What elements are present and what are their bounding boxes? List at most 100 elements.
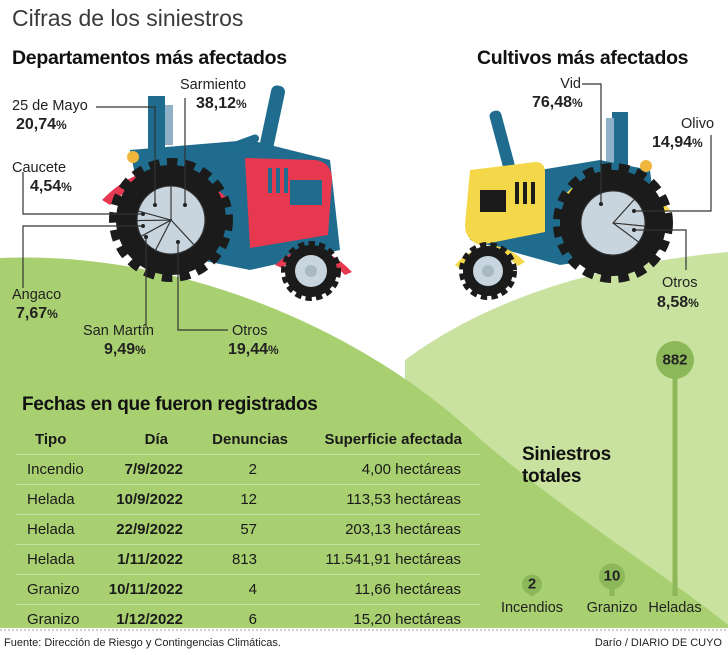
cell-tipo: Helada	[27, 491, 75, 508]
unit: %	[572, 96, 583, 110]
lollipop-value: 10	[603, 567, 621, 585]
value-olivo: 14,94%	[652, 133, 703, 153]
label-san-martin: San Martín 9,49%	[83, 323, 154, 360]
header-dia: Día	[144, 431, 168, 448]
value-text: 9,49	[104, 341, 136, 358]
label-vid: Vid	[533, 76, 581, 93]
label-otros-cultivos: Otros	[662, 275, 697, 292]
value-text: 14,94	[652, 134, 693, 151]
value-text: 19,44	[228, 341, 269, 358]
value-text: 4,54	[30, 178, 62, 195]
slice-name: Caucete	[12, 160, 67, 176]
cell-denuncias: 813	[231, 551, 257, 568]
pie-cultivos	[580, 190, 646, 256]
lollipop-chart	[522, 341, 694, 596]
slice-name: Otros	[662, 275, 698, 291]
cell-tipo: Helada	[27, 551, 75, 568]
value-otros-cultivos: 8,58%	[657, 293, 699, 313]
cell-tipo: Granizo	[27, 581, 80, 598]
slice-name: 25 de Mayo	[12, 98, 88, 114]
cultivos-title: Cultivos más afectados	[477, 47, 689, 69]
hill-left	[0, 257, 728, 628]
table-row: Granizo 1/12/2022 6 15,20 hectáreas	[15, 604, 480, 634]
slice-name: San Martín	[83, 323, 154, 339]
value-text: 7,67	[16, 305, 48, 322]
cell-dia: 1/11/2022	[117, 551, 183, 568]
value-text: 8,58	[657, 294, 689, 311]
unit: %	[61, 180, 72, 194]
unit: %	[236, 97, 247, 111]
slice-value: 9,49%	[83, 340, 154, 360]
header-denuncias: Denuncias	[212, 431, 288, 448]
table-row: Helada 10/9/2022 12 113,53 hectáreas	[15, 484, 480, 514]
pie-slice-otros	[154, 219, 195, 255]
red-tractor-illustration	[102, 85, 352, 301]
unit: %	[692, 136, 703, 150]
slice-value: 4,54%	[12, 177, 72, 197]
pie-slice-sarmiento	[170, 185, 206, 246]
table-row: Helada 1/11/2022 813 11.541,91 hectáreas	[15, 544, 480, 574]
lollipop-value: 882	[662, 351, 688, 369]
cell-superficie: 113,53 hectáreas	[346, 491, 461, 508]
label-25-de-mayo: 25 de Mayo 20,74%	[12, 98, 88, 135]
label-olivo: Olivo	[681, 116, 714, 133]
lollipop-category: Incendios	[500, 600, 564, 616]
cell-dia: 7/9/2022	[124, 461, 183, 478]
cell-tipo: Incendio	[27, 461, 84, 478]
cell-dia: 10/9/2022	[116, 491, 183, 508]
cell-tipo: Helada	[27, 521, 75, 538]
lollipop-category: Heladas	[648, 600, 702, 616]
value-text: 76,48	[532, 94, 573, 111]
dates-table: Tipo Día Denuncias Superficie afectada I…	[15, 425, 480, 634]
label-caucete: Caucete 4,54%	[12, 160, 72, 197]
unit: %	[47, 307, 58, 321]
cell-denuncias: 57	[240, 521, 257, 538]
slice-value: 8,58%	[657, 293, 699, 313]
label-sarmiento: Sarmiento 38,12%	[180, 77, 247, 114]
lollipop-head	[522, 574, 542, 595]
cell-superficie: 4,00 hectáreas	[361, 461, 461, 478]
table-row: Helada 22/9/2022 57 203,13 hectáreas	[15, 514, 480, 544]
unit: %	[688, 296, 699, 310]
slice-value: 7,67%	[12, 304, 61, 324]
pie-slice-vid	[580, 190, 640, 256]
slice-name: Otros	[232, 323, 268, 339]
lollipop-category: Granizo	[586, 600, 638, 616]
cell-denuncias: 4	[248, 581, 257, 598]
cell-superficie: 11,66 hectáreas	[354, 581, 461, 598]
lollipop-head	[656, 341, 694, 379]
cell-superficie: 11.541,91 hectáreas	[325, 551, 461, 568]
cell-dia: 22/9/2022	[116, 521, 183, 538]
lollipop-value: 2	[527, 575, 537, 593]
slice-value: 19,44%	[228, 340, 279, 360]
cell-tipo: Granizo	[27, 611, 80, 628]
unit: %	[268, 343, 279, 357]
pie-departamentos	[136, 185, 206, 255]
departamentos-title: Departamentos más afectados	[12, 47, 287, 69]
totales-title: Siniestros totales	[522, 444, 611, 488]
table-body: Incendio 7/9/2022 2 4,00 hectáreas Helada 10/…	[15, 454, 480, 634]
cell-dia: 1/12/2022	[116, 611, 183, 628]
table-header: Tipo Día Denuncias Superficie afectada	[15, 425, 480, 454]
slice-value: 38,12%	[180, 94, 247, 114]
slice-name: Vid	[560, 76, 581, 92]
slice-name: Angaco	[12, 287, 62, 303]
header-tipo: Tipo	[35, 431, 67, 448]
table-title: Fechas en que fueron registrados	[22, 394, 318, 415]
unit: %	[56, 118, 67, 132]
slice-name: Sarmiento	[180, 77, 247, 93]
cell-denuncias: 12	[240, 491, 257, 508]
credit: Darío / DIARIO DE CUYO	[594, 637, 722, 649]
source-note: Fuente: Dirección de Riesgo y Contingenc…	[4, 637, 281, 649]
table-row: Incendio 7/9/2022 2 4,00 hectáreas	[15, 454, 480, 484]
cell-superficie: 15,20 hectáreas	[353, 611, 461, 628]
value-text: 20,74	[16, 116, 57, 133]
table-row: Granizo 10/11/2022 4 11,66 hectáreas	[15, 574, 480, 604]
cell-denuncias: 6	[248, 611, 257, 628]
leader-lines	[22, 83, 712, 331]
slice-dots	[141, 202, 636, 244]
cell-superficie: 203,13 hectáreas	[345, 521, 461, 538]
slice-value: 14,94%	[652, 133, 703, 153]
